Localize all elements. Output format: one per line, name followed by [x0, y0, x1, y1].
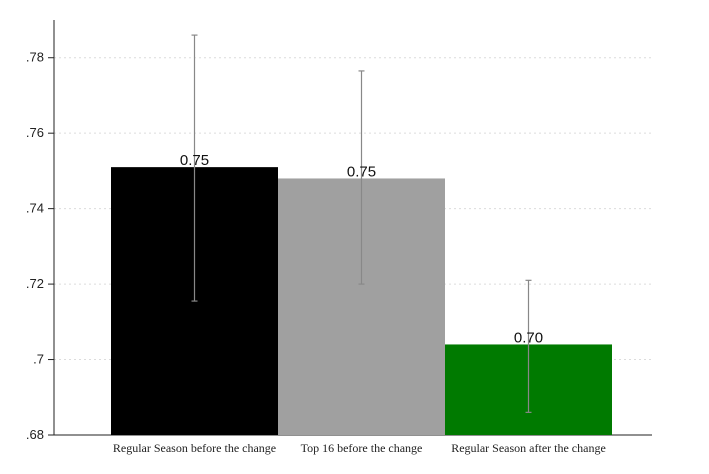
y-tick-label: .7	[33, 352, 44, 367]
y-tick-label: .74	[26, 201, 44, 216]
category-label-2: Top 16 before the change	[301, 441, 423, 455]
labels: 0.75 Regular Season before the change 0.75…	[113, 152, 606, 455]
data-label-2: 0.75	[347, 163, 376, 180]
data-label-1: 0.75	[180, 152, 209, 169]
y-tick-label: .68	[26, 427, 44, 442]
y-tick-label: .72	[26, 276, 44, 291]
error-bars	[191, 34, 532, 413]
y-tick-label: .78	[26, 50, 44, 65]
category-label-3: Regular Season after the change	[451, 441, 606, 455]
data-label-3: 0.70	[514, 329, 543, 346]
category-label-1: Regular Season before the change	[113, 441, 276, 455]
y-tick-label: .76	[26, 125, 44, 140]
